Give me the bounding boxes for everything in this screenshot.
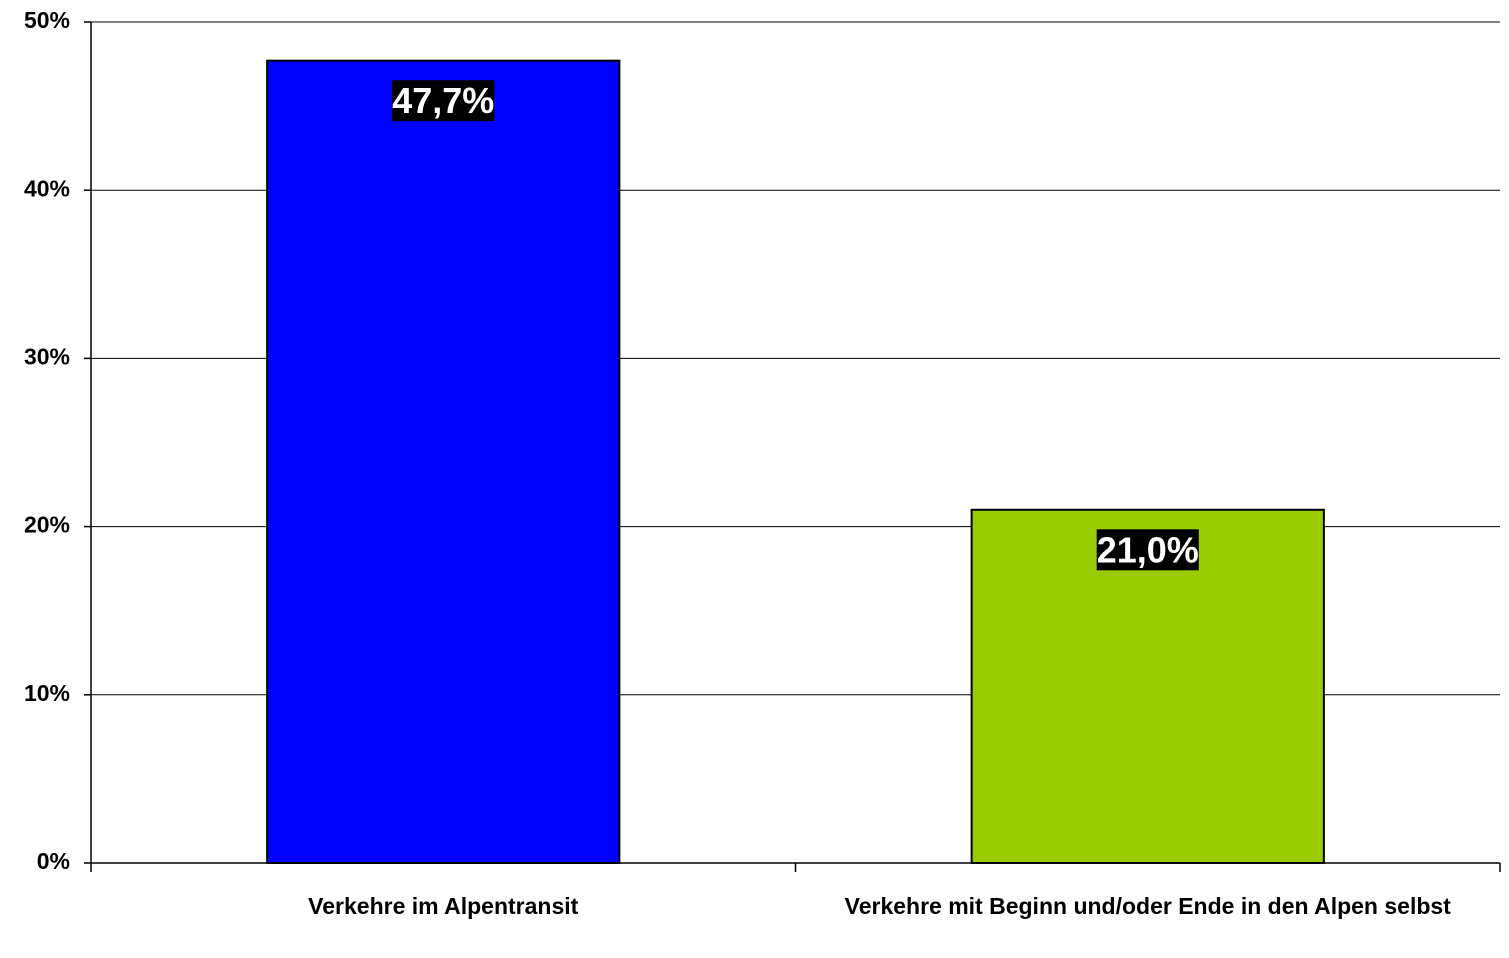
x-tick-label-box: Verkehre im Alpentransit [308,893,579,919]
value-label-bg [1096,529,1199,571]
y-tick-label: 20% [24,512,70,538]
bar [266,59,621,865]
value-label: 47,7% [392,80,494,121]
x-tick-label-box: Verkehre mit Beginn und/oder Ende in den… [844,893,1451,919]
x-tick-label: Verkehre mit Beginn und/oder Ende in den… [844,893,1451,919]
x-tick-label: Verkehre im Alpentransit [308,893,579,919]
y-tick-label: 0% [37,848,70,874]
value-label: 21,0% [1097,529,1199,570]
y-tick-label: 10% [24,680,70,706]
y-tick-label: 30% [24,343,70,369]
y-tick-label: 50% [24,7,70,33]
y-tick-label: 40% [24,175,70,201]
value-label-bg [392,80,495,122]
